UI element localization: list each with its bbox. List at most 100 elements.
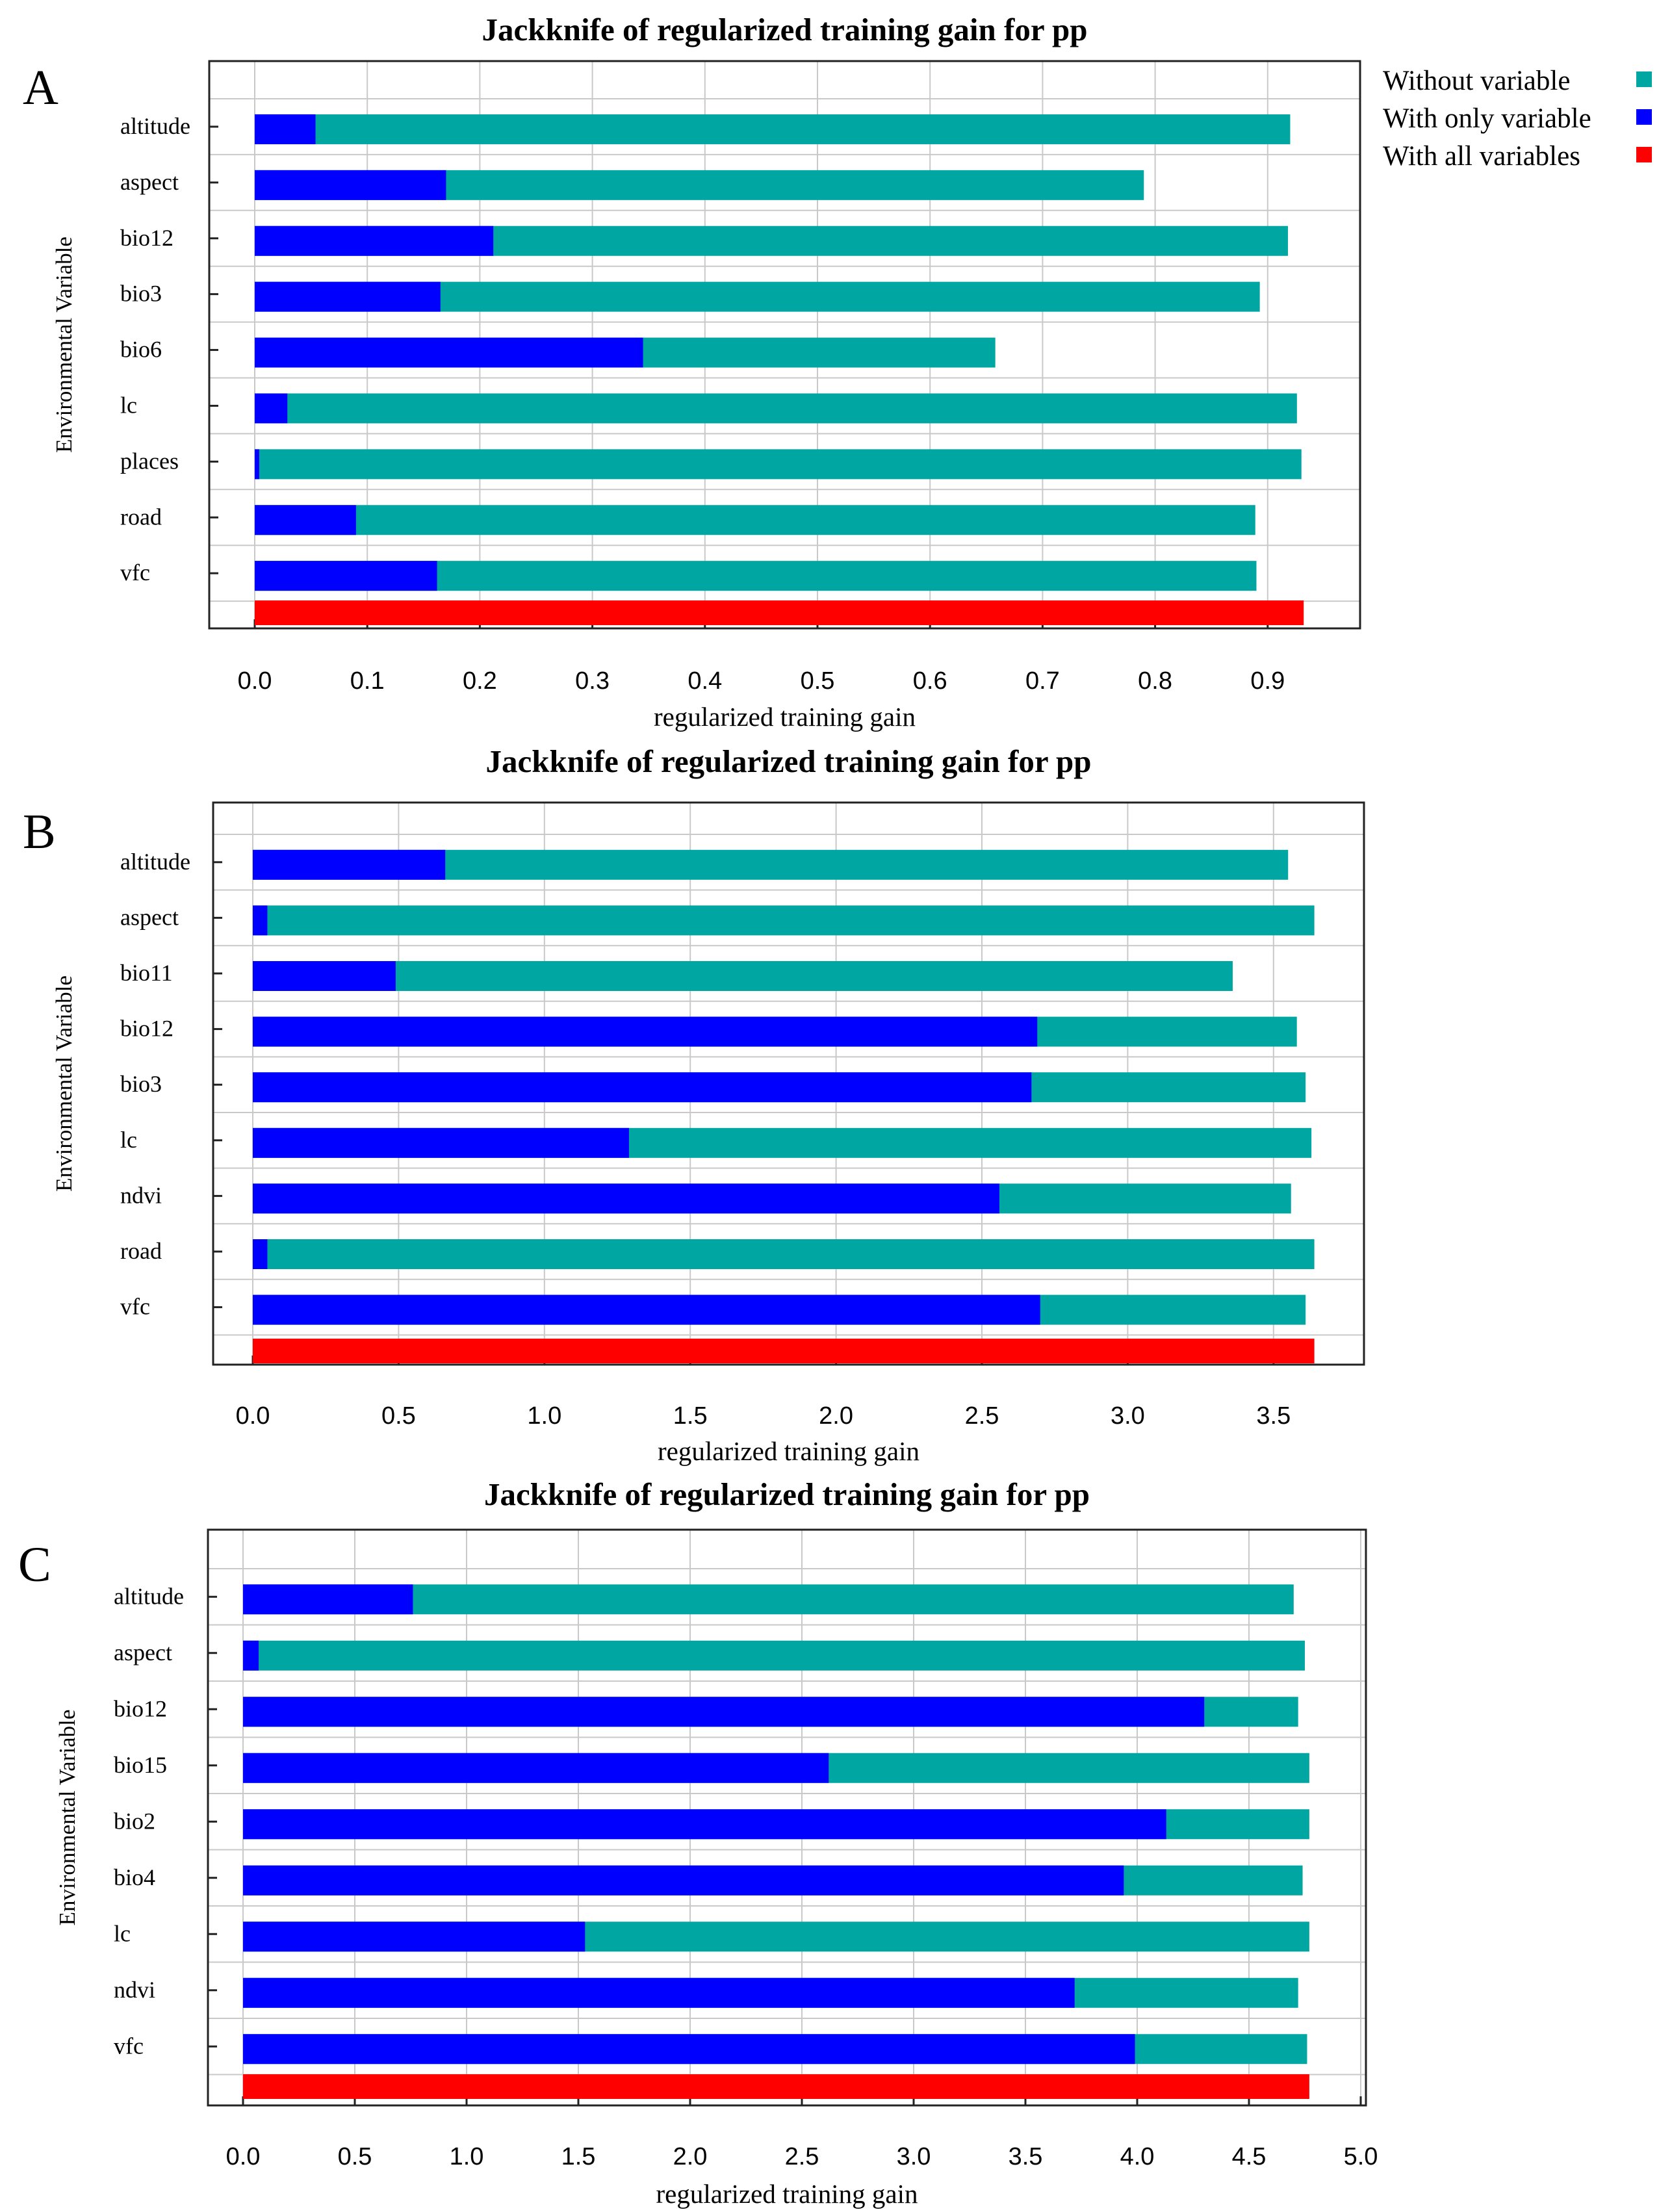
x-tick-label: 1.5 xyxy=(561,2143,596,2170)
bar-only-places xyxy=(255,449,259,480)
bar-only-road xyxy=(255,505,356,535)
legend-label: Without variable xyxy=(1383,66,1570,96)
category-label: altitude xyxy=(120,849,190,875)
bar-only-lc xyxy=(253,1127,629,1158)
category-label: bio4 xyxy=(114,1864,155,1890)
chart-panel-a: Jackknife of regularized training gain f… xyxy=(23,12,1361,732)
category-label: bio12 xyxy=(120,1016,174,1042)
bar-only-bio2 xyxy=(243,1809,1166,1840)
x-tick-label: 0.4 xyxy=(688,667,722,695)
x-axis-label: regularized training gain xyxy=(656,2179,918,2209)
x-tick-label: 0.0 xyxy=(236,1402,270,1430)
bar-with-all-variables xyxy=(255,600,1304,625)
x-tick-label: 0.6 xyxy=(913,667,947,695)
bar-only-ndvi xyxy=(253,1183,999,1214)
bar-only-vfc xyxy=(253,1294,1040,1325)
x-tick-label: 3.5 xyxy=(1256,1402,1291,1430)
legend: Without variable With only variable With a… xyxy=(1383,66,1652,172)
x-tick-label: 0.3 xyxy=(575,667,610,695)
chart-title: Jackknife of regularized training gain f… xyxy=(486,743,1092,779)
y-axis-label: Environmental Variable xyxy=(51,975,77,1192)
x-tick-label: 1.0 xyxy=(527,1402,561,1430)
bar-only-ndvi xyxy=(243,1977,1075,2008)
bar-without-aspect xyxy=(253,905,1315,936)
panel-label: B xyxy=(23,804,56,859)
bar-without-lc xyxy=(255,393,1297,424)
category-label: aspect xyxy=(120,904,179,930)
x-tick-label: 2.5 xyxy=(785,2143,819,2170)
bar-only-vfc xyxy=(255,561,437,591)
x-tick-label: 0.0 xyxy=(226,2143,261,2170)
bar-only-aspect xyxy=(253,905,268,936)
panel-label: C xyxy=(18,1537,51,1592)
x-tick-label: 1.0 xyxy=(450,2143,484,2170)
x-tick-label: 4.5 xyxy=(1232,2143,1267,2170)
category-label: bio3 xyxy=(120,281,162,307)
x-tick-label: 3.0 xyxy=(897,2143,931,2170)
category-label: bio12 xyxy=(120,225,174,251)
category-label: bio12 xyxy=(114,1695,167,1721)
chart-panel-c: Jackknife of regularized training gain f… xyxy=(18,1476,1378,2209)
legend-swatch xyxy=(1636,71,1652,87)
bar-only-altitude xyxy=(253,849,446,880)
x-tick-label: 0.5 xyxy=(338,2143,372,2170)
bar-only-lc xyxy=(243,1922,585,1952)
x-tick-label: 2.5 xyxy=(965,1402,999,1430)
category-label: lc xyxy=(114,1920,131,1946)
bar-only-altitude xyxy=(255,114,316,144)
legend-label: With only variable xyxy=(1383,103,1591,134)
panel-label: A xyxy=(23,60,58,115)
category-label: vfc xyxy=(114,2033,144,2059)
category-label: bio6 xyxy=(120,337,162,363)
bar-only-vfc xyxy=(243,2034,1135,2064)
bar-only-bio6 xyxy=(255,337,643,368)
category-label: lc xyxy=(120,392,137,418)
category-label: bio2 xyxy=(114,1808,155,1834)
category-label: lc xyxy=(120,1127,137,1153)
legend-swatch xyxy=(1636,109,1652,125)
x-tick-label: 0.0 xyxy=(238,667,272,695)
x-tick-label: 0.5 xyxy=(381,1402,416,1430)
x-axis-label: regularized training gain xyxy=(654,702,916,732)
bar-only-road xyxy=(253,1239,268,1269)
x-tick-label: 0.7 xyxy=(1025,667,1060,695)
chart-panel-b: Jackknife of regularized training gain f… xyxy=(23,743,1365,1466)
bar-only-bio12 xyxy=(255,225,494,256)
category-label: road xyxy=(120,1238,162,1264)
category-label: places xyxy=(120,448,179,474)
y-axis-label: Environmental Variable xyxy=(51,237,77,453)
x-tick-label: 5.0 xyxy=(1344,2143,1378,2170)
y-axis-label: Environmental Variable xyxy=(55,1710,80,1926)
x-tick-label: 0.5 xyxy=(801,667,835,695)
bar-without-road xyxy=(253,1239,1315,1269)
x-tick-label: 1.5 xyxy=(673,1402,708,1430)
x-tick-label: 3.5 xyxy=(1009,2143,1043,2170)
category-label: vfc xyxy=(120,1294,150,1320)
bar-only-bio11 xyxy=(253,961,396,991)
x-tick-label: 4.0 xyxy=(1120,2143,1155,2170)
category-label: bio15 xyxy=(114,1752,167,1778)
category-label: altitude xyxy=(114,1583,184,1609)
legend-label: With all variables xyxy=(1383,141,1580,172)
bar-without-bio11 xyxy=(253,961,1233,991)
plot-frame xyxy=(207,1528,1367,2107)
category-label: bio3 xyxy=(120,1071,162,1097)
bar-only-lc xyxy=(255,393,288,424)
bar-only-bio12 xyxy=(243,1697,1205,1727)
category-label: ndvi xyxy=(114,1977,155,2003)
plot-frame xyxy=(208,60,1361,630)
bar-only-aspect xyxy=(255,170,446,200)
bar-only-bio4 xyxy=(243,1865,1124,1896)
bar-only-bio12 xyxy=(253,1016,1038,1047)
category-label: altitude xyxy=(120,113,190,139)
plot-frame xyxy=(212,801,1365,1366)
bar-with-all-variables xyxy=(243,2074,1309,2099)
bar-only-aspect xyxy=(243,1640,259,1671)
bar-only-bio3 xyxy=(255,281,441,312)
x-tick-label: 0.2 xyxy=(463,667,497,695)
bar-only-bio3 xyxy=(253,1072,1032,1103)
chart-title: Jackknife of regularized training gain f… xyxy=(482,12,1088,47)
x-tick-label: 0.8 xyxy=(1138,667,1172,695)
